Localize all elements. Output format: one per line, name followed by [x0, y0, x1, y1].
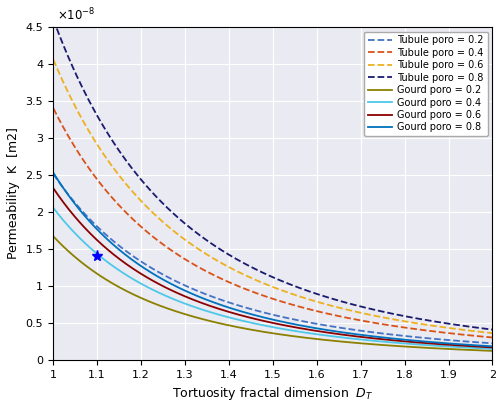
Gourd poro = 0.4 [401, 341, 407, 346]
Tubule poro = 0.4 [50, 106, 56, 111]
Gourd poro = 0.6 [352, 334, 358, 339]
Line: Gourd poro = 0.8: Gourd poro = 0.8 [53, 173, 492, 346]
Line: Tubule poro = 0.6: Tubule poro = 0.6 [53, 60, 492, 333]
Tubule poro = 0.4 [393, 324, 399, 329]
Line: Tubule poro = 0.8: Tubule poro = 0.8 [53, 20, 492, 330]
Tubule poro = 0.4 [352, 317, 358, 322]
Line: Tubule poro = 0.4: Tubule poro = 0.4 [53, 108, 492, 337]
Tubule poro = 0.2 [393, 333, 399, 337]
Tubule poro = 0.8 [401, 314, 407, 319]
Gourd poro = 0.4 [489, 346, 495, 351]
Text: $\times 10^{-8}$: $\times 10^{-8}$ [57, 7, 96, 23]
Gourd poro = 0.8 [393, 336, 399, 341]
Gourd poro = 0.2 [393, 344, 399, 348]
Tubule poro = 0.8 [352, 303, 358, 308]
Line: Tubule poro = 0.2: Tubule poro = 0.2 [53, 174, 492, 343]
Gourd poro = 0.2 [352, 340, 358, 345]
Tubule poro = 0.6 [489, 331, 495, 336]
Tubule poro = 0.4 [489, 335, 495, 340]
Gourd poro = 0.8 [244, 310, 250, 315]
Tubule poro = 0.2 [489, 341, 495, 346]
Tubule poro = 0.6 [244, 274, 250, 279]
Gourd poro = 0.8 [489, 344, 495, 349]
Line: Gourd poro = 0.4: Gourd poro = 0.4 [53, 208, 492, 349]
Line: Gourd poro = 0.2: Gourd poro = 0.2 [53, 236, 492, 351]
X-axis label: Tortuosity fractal dimension  $D_T$: Tortuosity fractal dimension $D_T$ [172, 385, 373, 402]
Line: Gourd poro = 0.6: Gourd poro = 0.6 [53, 188, 492, 347]
Gourd poro = 0.4 [228, 315, 234, 320]
Gourd poro = 0.8 [401, 337, 407, 342]
Tubule poro = 0.8 [244, 262, 250, 267]
Tubule poro = 0.6 [228, 266, 234, 271]
Gourd poro = 0.2 [50, 234, 56, 239]
Tubule poro = 0.8 [50, 17, 56, 22]
Tubule poro = 0.4 [228, 281, 234, 285]
Gourd poro = 0.2 [489, 348, 495, 353]
Tubule poro = 0.4 [95, 178, 101, 183]
Tubule poro = 0.2 [50, 172, 56, 177]
Gourd poro = 0.6 [50, 186, 56, 191]
Gourd poro = 0.6 [489, 345, 495, 350]
Gourd poro = 0.4 [95, 252, 101, 257]
Tubule poro = 0.6 [393, 317, 399, 322]
Tubule poro = 0.2 [244, 306, 250, 310]
Tubule poro = 0.8 [228, 254, 234, 258]
Gourd poro = 0.4 [393, 340, 399, 345]
Tubule poro = 0.2 [352, 328, 358, 333]
Gourd poro = 0.6 [401, 339, 407, 344]
Gourd poro = 0.6 [228, 310, 234, 315]
Tubule poro = 0.2 [95, 225, 101, 230]
Tubule poro = 0.2 [228, 301, 234, 306]
Gourd poro = 0.2 [95, 272, 101, 277]
Gourd poro = 0.8 [95, 228, 101, 233]
Tubule poro = 0.8 [489, 327, 495, 332]
Tubule poro = 0.6 [50, 57, 56, 62]
Gourd poro = 0.6 [393, 338, 399, 343]
Legend: Tubule poro = 0.2, Tubule poro = 0.4, Tubule poro = 0.6, Tubule poro = 0.8, Gour: Tubule poro = 0.2, Tubule poro = 0.4, Tu… [364, 31, 487, 136]
Tubule poro = 0.4 [401, 325, 407, 330]
Gourd poro = 0.2 [228, 324, 234, 328]
Gourd poro = 0.4 [50, 205, 56, 210]
Gourd poro = 0.2 [401, 344, 407, 349]
Gourd poro = 0.4 [244, 319, 250, 324]
Y-axis label: Permeability  K  [m2]: Permeability K [m2] [7, 127, 20, 259]
Gourd poro = 0.2 [244, 326, 250, 331]
Gourd poro = 0.6 [244, 315, 250, 319]
Tubule poro = 0.4 [244, 287, 250, 292]
Tubule poro = 0.6 [352, 309, 358, 314]
Gourd poro = 0.8 [228, 306, 234, 311]
Gourd poro = 0.4 [352, 337, 358, 342]
Gourd poro = 0.6 [95, 239, 101, 244]
Gourd poro = 0.8 [50, 171, 56, 175]
Tubule poro = 0.6 [401, 319, 407, 324]
Gourd poro = 0.8 [352, 332, 358, 337]
Tubule poro = 0.6 [95, 144, 101, 148]
Tubule poro = 0.8 [393, 312, 399, 317]
Tubule poro = 0.8 [95, 115, 101, 120]
Tubule poro = 0.2 [401, 333, 407, 338]
